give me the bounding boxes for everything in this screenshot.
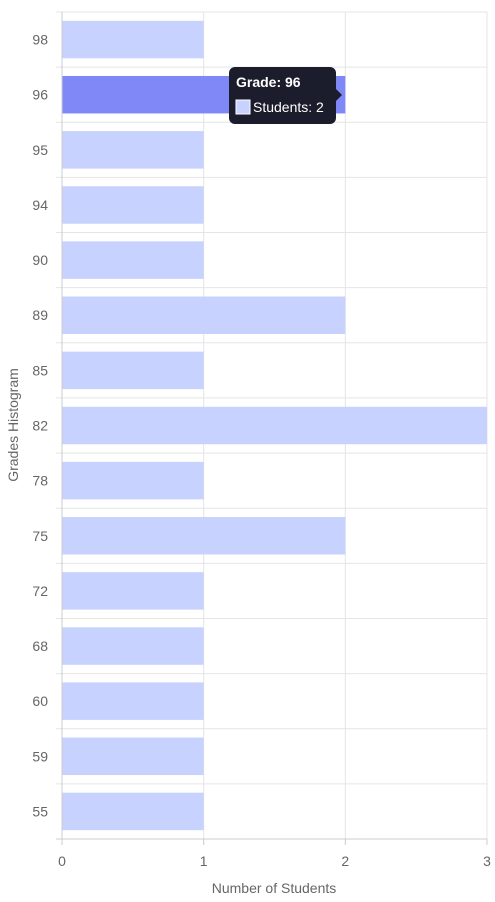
x-tick-label: 2	[341, 853, 349, 869]
bar-75	[62, 517, 346, 555]
tooltip: Grade: 96 Students: 2	[229, 67, 342, 124]
x-tick-label: 1	[200, 853, 208, 869]
bar-60	[62, 682, 204, 720]
y-axis-title: Grades Histogram	[5, 368, 21, 482]
y-tick-label: 94	[32, 197, 48, 213]
y-tick-label: 85	[32, 362, 48, 378]
y-tick-label: 72	[32, 583, 48, 599]
y-tick-label: 78	[32, 473, 48, 489]
bar-82	[62, 406, 487, 445]
tooltip-body: Students: 2	[253, 99, 324, 115]
y-tick-label: 90	[32, 252, 48, 268]
tooltip-title: Grade: 96	[236, 74, 301, 90]
x-tick-label: 3	[483, 853, 491, 869]
bar-95	[62, 131, 204, 169]
bar-85	[62, 351, 204, 390]
y-tick-label: 89	[32, 307, 48, 323]
y-tick-label: 75	[32, 528, 48, 544]
y-tick-label: 82	[32, 418, 48, 434]
y-tick-label: 98	[32, 32, 48, 48]
y-tick-label: 68	[32, 638, 48, 654]
labels-layer: Grades Histogram Number of Students	[5, 368, 336, 896]
axes-layer: 0 1 2 3 98 96 95 94 90 89 85 82 78 75 72 68 60 59 55	[32, 12, 491, 869]
y-tick-label: 95	[32, 142, 48, 158]
tooltip-caret	[336, 89, 342, 101]
y-tick-label: 96	[32, 87, 48, 103]
bar-68	[62, 627, 204, 665]
x-tick-label: 0	[58, 853, 66, 869]
bar-55	[62, 792, 204, 831]
bar-94	[62, 186, 204, 224]
bar-78	[62, 461, 204, 500]
y-tick-label: 59	[32, 748, 48, 764]
tooltip-color-swatch	[235, 99, 251, 115]
tooltip-box	[229, 67, 336, 124]
bars-layer	[62, 20, 487, 831]
y-tick-label: 55	[32, 803, 48, 819]
bar-98	[62, 20, 204, 59]
x-axis-title: Number of Students	[212, 880, 337, 896]
y-tick-label: 60	[32, 693, 48, 709]
bar-90	[62, 241, 204, 279]
bar-89	[62, 296, 346, 334]
bar-59	[62, 737, 204, 776]
bar-72	[62, 572, 204, 610]
